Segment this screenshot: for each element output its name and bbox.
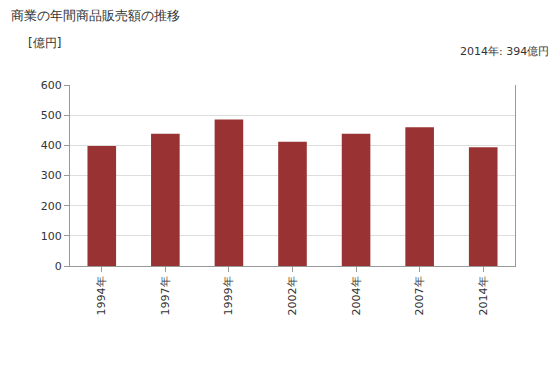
- svg-text:商業の年間商品販売額の推移: 商業の年間商品販売額の推移: [11, 8, 180, 23]
- svg-text:1999年: 1999年: [223, 276, 236, 315]
- svg-text:1997年: 1997年: [159, 276, 172, 315]
- svg-text:300: 300: [41, 169, 62, 182]
- svg-text:2014年: 2014年: [477, 276, 490, 315]
- svg-text:600: 600: [41, 79, 62, 92]
- svg-text:200: 200: [41, 200, 62, 213]
- svg-text:2002年: 2002年: [286, 276, 299, 315]
- svg-text:500: 500: [41, 109, 62, 122]
- svg-text:100: 100: [41, 230, 62, 243]
- svg-text:[億円]: [億円]: [28, 36, 61, 50]
- svg-text:2004年: 2004年: [350, 276, 363, 315]
- svg-text:2007年: 2007年: [413, 276, 426, 315]
- svg-text:2014年: 394億円: 2014年: 394億円: [460, 45, 549, 58]
- svg-text:400: 400: [41, 139, 62, 152]
- svg-text:1994年: 1994年: [95, 276, 108, 315]
- svg-text:0: 0: [55, 260, 62, 273]
